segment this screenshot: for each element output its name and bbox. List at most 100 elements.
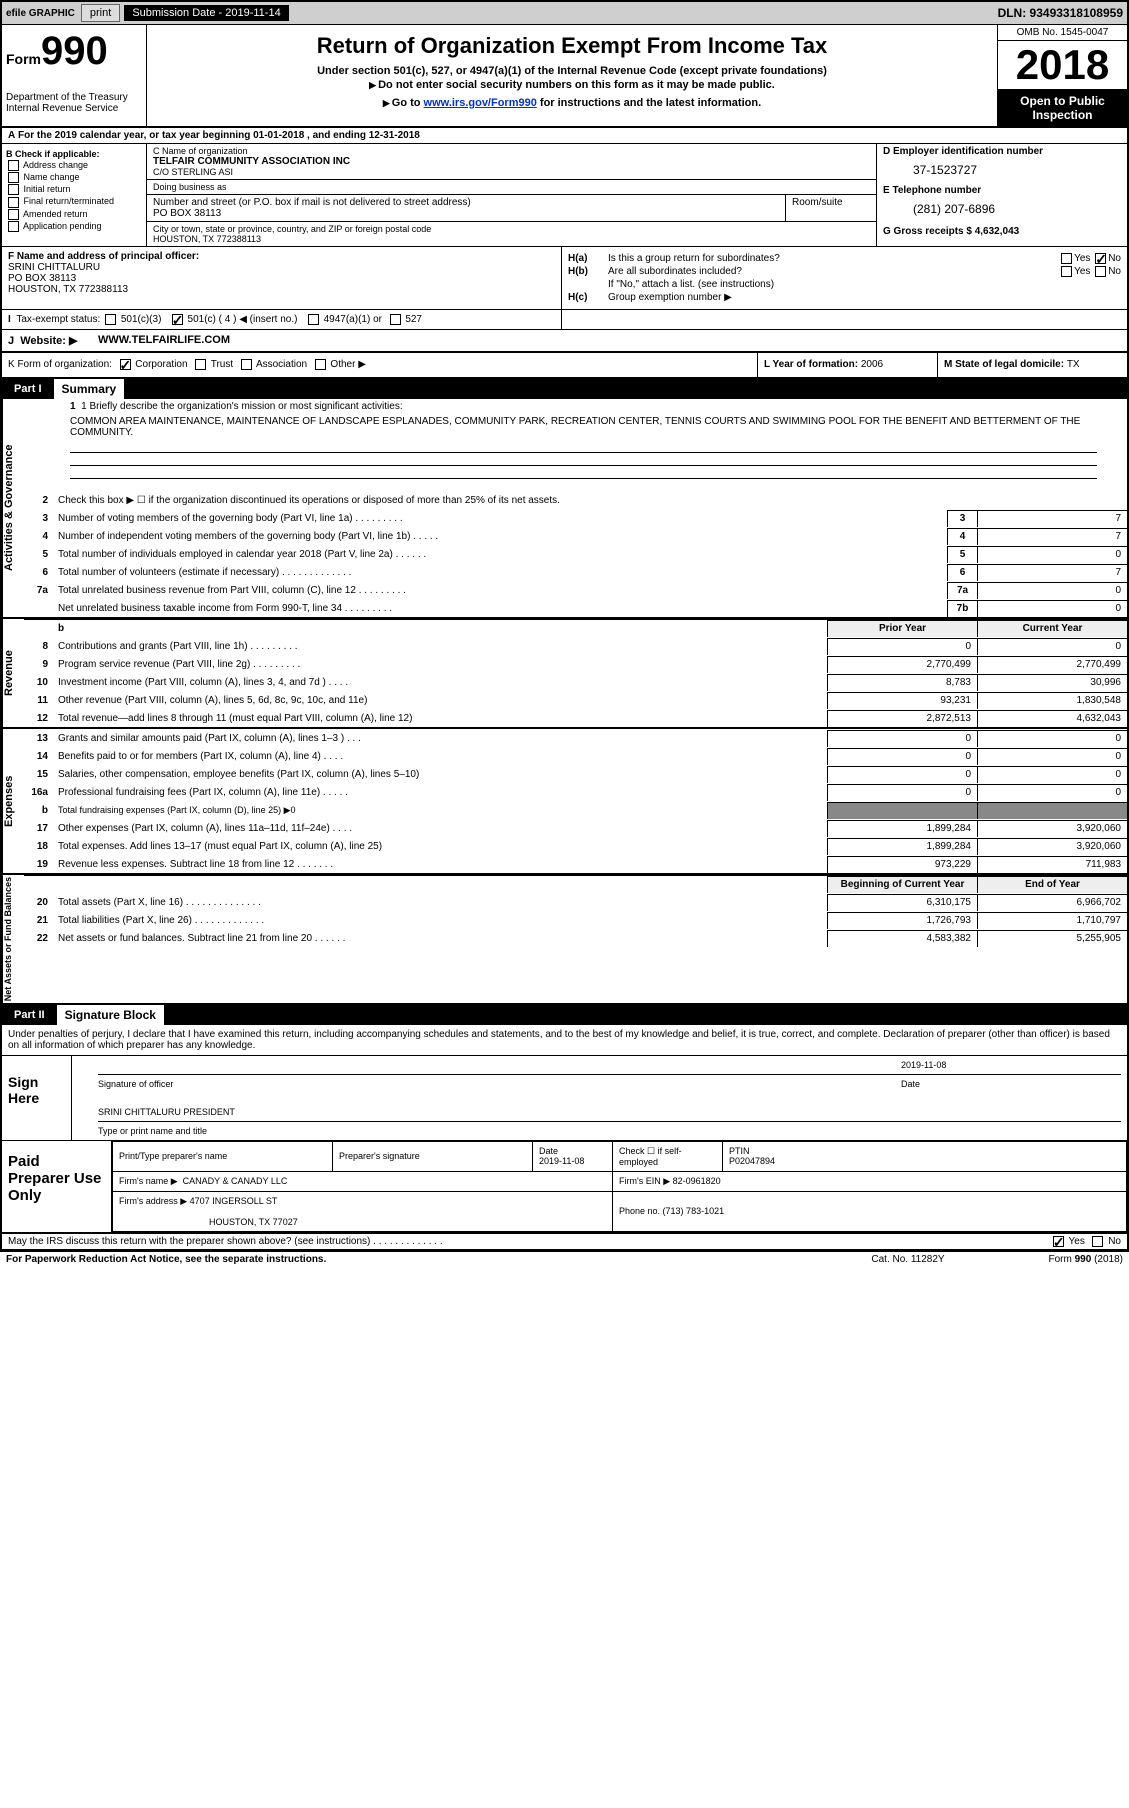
- checkbox-icon[interactable]: [1092, 1236, 1103, 1247]
- summary-row: Net unrelated business taxable income fr…: [24, 599, 1127, 617]
- checkbox-icon[interactable]: [390, 314, 401, 325]
- summary-row: 12Total revenue—add lines 8 through 11 (…: [24, 709, 1127, 727]
- form-of-org-label: K Form of organization:: [8, 360, 112, 371]
- line2: Check this box ▶ ☐ if the organization d…: [54, 493, 1127, 508]
- subtitle-3: Go to www.irs.gov/Form990 for instructio…: [151, 97, 993, 109]
- discuss-row: May the IRS discuss this return with the…: [2, 1234, 1127, 1250]
- check-if-item: Amended return: [6, 209, 142, 220]
- check-if-item: Initial return: [6, 184, 142, 195]
- summary-row: 19Revenue less expenses. Subtract line 1…: [24, 855, 1127, 873]
- cat-no: Cat. No. 11282Y: [833, 1254, 983, 1265]
- firm-addr2: HOUSTON, TX 77027: [209, 1217, 298, 1227]
- gov-sidelabel: Activities & Governance: [2, 399, 24, 617]
- org-name: TELFAIR COMMUNITY ASSOCIATION INC: [153, 156, 870, 167]
- preparer-sig-hdr: Preparer's signature: [333, 1141, 533, 1171]
- sign-here-block: Sign Here 2019-11-08 Signature of office…: [2, 1055, 1127, 1141]
- checkbox-icon[interactable]: [8, 184, 19, 195]
- net-sidelabel: Net Assets or Fund Balances: [2, 875, 24, 1003]
- checkbox-icon[interactable]: [1061, 266, 1072, 277]
- checkbox-icon[interactable]: [8, 209, 19, 220]
- officer-addr1: PO BOX 38113: [8, 273, 555, 284]
- summary-row: 18Total expenses. Add lines 13–17 (must …: [24, 837, 1127, 855]
- officer-addr2: HOUSTON, TX 772388113: [8, 284, 555, 295]
- firm-addr1: 4707 INGERSOLL ST: [190, 1196, 278, 1206]
- prior-year-hdr: Prior Year: [827, 620, 977, 637]
- addr-label: Number and street (or P.O. box if mail i…: [153, 197, 779, 208]
- gross-receipts: G Gross receipts $ 4,632,043: [883, 226, 1121, 237]
- checkbox-icon[interactable]: [1053, 1236, 1064, 1247]
- ha-text: Is this a group return for subordinates?: [608, 253, 1011, 264]
- open-inspection: Open to Public Inspection: [998, 90, 1127, 126]
- submission-date: Submission Date - 2019-11-14: [124, 5, 288, 21]
- sign-here-label: Sign Here: [2, 1056, 72, 1140]
- checkbox-icon[interactable]: [241, 359, 252, 370]
- summary-row: 16aProfessional fundraising fees (Part I…: [24, 783, 1127, 801]
- checkbox-icon[interactable]: [8, 197, 19, 208]
- form-ref: Form 990 (2018): [983, 1254, 1123, 1265]
- summary-row: bTotal fundraising expenses (Part IX, co…: [24, 801, 1127, 819]
- summary-row: 6Total number of volunteers (estimate if…: [24, 563, 1127, 581]
- check-if-label: B Check if applicable:: [6, 149, 142, 159]
- city-label: City or town, state or province, country…: [153, 224, 870, 234]
- sig-officer-label: Signature of officer: [98, 1079, 901, 1089]
- firm-name: CANADY & CANADY LLC: [183, 1176, 288, 1186]
- checkbox-icon[interactable]: [1095, 266, 1106, 277]
- checkbox-icon[interactable]: [1061, 253, 1072, 264]
- org-name-label: C Name of organization: [153, 146, 870, 156]
- checkbox-icon[interactable]: [8, 221, 19, 232]
- checkbox-icon[interactable]: [315, 359, 326, 370]
- checkbox-icon[interactable]: [172, 314, 183, 325]
- officer-label: F Name and address of principal officer:: [8, 251, 555, 262]
- form-number: 990: [41, 29, 108, 73]
- tax-year: 2018: [998, 41, 1127, 90]
- ha-label: H(a): [568, 253, 608, 264]
- check-if-item: Name change: [6, 172, 142, 183]
- paid-preparer-label: Paid Preparer Use Only: [2, 1141, 112, 1232]
- tax-status-row: I Tax-exempt status: 501(c)(3) 501(c) ( …: [2, 310, 1127, 330]
- checkbox-icon[interactable]: [1095, 253, 1106, 264]
- efile-label: efile GRAPHIC: [6, 8, 75, 19]
- summary-row: 22Net assets or fund balances. Subtract …: [24, 929, 1127, 947]
- summary-row: 5Total number of individuals employed in…: [24, 545, 1127, 563]
- dept-label: Department of the Treasury Internal Reve…: [6, 92, 142, 114]
- date-label: Date: [901, 1079, 1121, 1089]
- checkbox-icon[interactable]: [8, 172, 19, 183]
- checkbox-icon[interactable]: [195, 359, 206, 370]
- firm-ein: 82-0961820: [673, 1176, 721, 1186]
- summary-row: 8Contributions and grants (Part VIII, li…: [24, 637, 1127, 655]
- part2-header: Part IISignature Block: [2, 1005, 1127, 1025]
- tel-label: E Telephone number: [883, 185, 1121, 196]
- form-label: Form: [6, 51, 41, 67]
- checkbox-icon[interactable]: [120, 359, 131, 370]
- state-domicile: TX: [1067, 359, 1080, 370]
- subtitle-2: Do not enter social security numbers on …: [151, 79, 993, 91]
- summary-row: 20Total assets (Part X, line 16) . . . .…: [24, 893, 1127, 911]
- print-button[interactable]: print: [81, 4, 120, 22]
- hb-label: H(b): [568, 266, 608, 277]
- checkbox-icon[interactable]: [8, 160, 19, 171]
- form-header: Form990 Department of the Treasury Inter…: [2, 25, 1127, 128]
- checkbox-icon[interactable]: [308, 314, 319, 325]
- summary-row: 10Investment income (Part VIII, column (…: [24, 673, 1127, 691]
- mission-text: COMMON AREA MAINTENANCE, MAINTENANCE OF …: [24, 414, 1127, 440]
- summary-row: 4Number of independent voting members of…: [24, 527, 1127, 545]
- sig-date: 2019-11-08: [901, 1060, 1121, 1070]
- h-note: If "No," attach a list. (see instruction…: [608, 279, 1121, 290]
- hc-label: H(c): [568, 292, 608, 303]
- omb-number: OMB No. 1545-0047: [998, 25, 1127, 41]
- checkbox-icon[interactable]: [105, 314, 116, 325]
- tax-status-label: Tax-exempt status:: [16, 314, 100, 325]
- revenue-section: Revenue bPrior YearCurrent Year 8Contrib…: [2, 619, 1127, 729]
- irs-link[interactable]: www.irs.gov/Form990: [424, 97, 537, 109]
- room-label: Room/suite: [786, 195, 876, 221]
- preparer-name-hdr: Print/Type preparer's name: [113, 1141, 333, 1171]
- governance-section: Activities & Governance 1 1 Briefly desc…: [2, 399, 1127, 619]
- hc-text: Group exemption number ▶: [608, 292, 1121, 303]
- summary-row: 14Benefits paid to or for members (Part …: [24, 747, 1127, 765]
- summary-row: 17Other expenses (Part IX, column (A), l…: [24, 819, 1127, 837]
- dba-label: Doing business as: [153, 182, 870, 192]
- year-formation: 2006: [861, 359, 883, 370]
- summary-row: 7aTotal unrelated business revenue from …: [24, 581, 1127, 599]
- klm-row: K Form of organization: Corporation Trus…: [2, 353, 1127, 378]
- officer-name: SRINI CHITTALURU: [8, 262, 555, 273]
